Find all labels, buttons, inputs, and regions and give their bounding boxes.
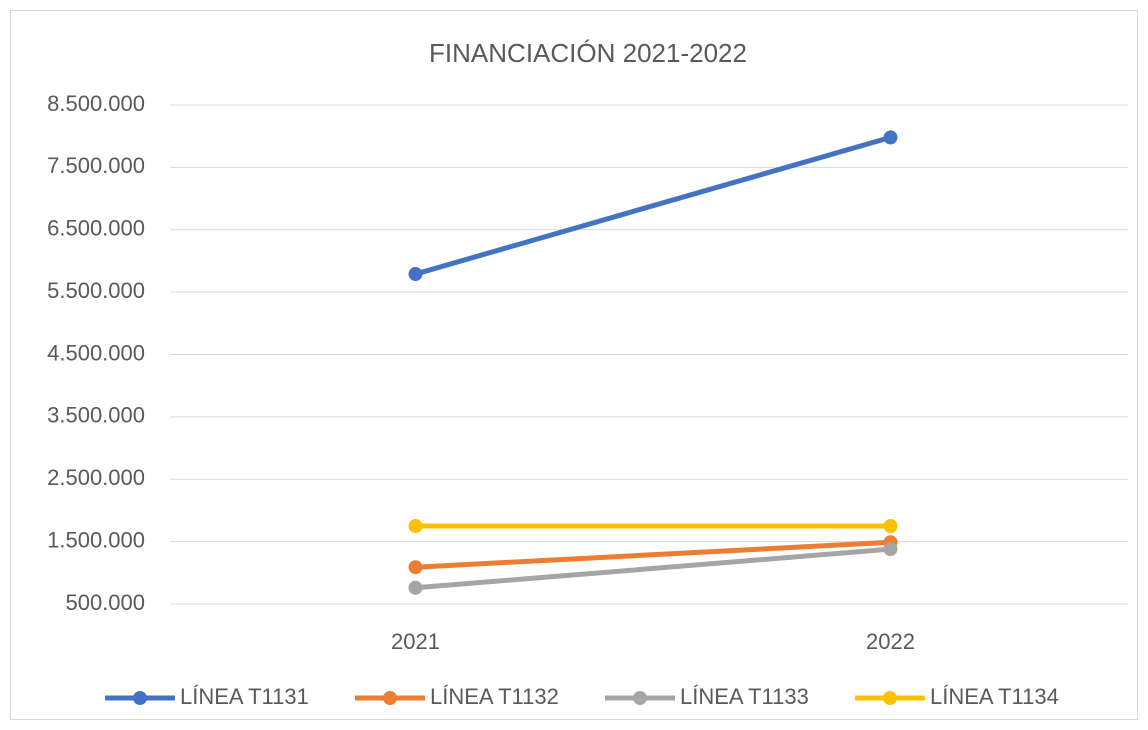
x-tick-label: 2021 bbox=[391, 629, 440, 654]
series-line bbox=[413, 539, 893, 570]
chart-border bbox=[10, 10, 1138, 720]
data-point bbox=[408, 267, 423, 282]
chart-title: FINANCIACIÓN 2021-2022 bbox=[429, 38, 747, 68]
legend-marker bbox=[633, 691, 647, 705]
y-tick-label: 500.000 bbox=[65, 590, 145, 615]
legend-label: LÍNEA T1131 bbox=[180, 684, 309, 709]
y-tick-label: 2.500.000 bbox=[47, 465, 145, 490]
legend-marker bbox=[883, 691, 897, 705]
data-point bbox=[883, 519, 898, 534]
series-line bbox=[413, 134, 893, 277]
data-point bbox=[408, 580, 423, 595]
y-tick-label: 7.500.000 bbox=[47, 153, 145, 178]
legend-marker bbox=[383, 691, 397, 705]
y-tick-label: 3.500.000 bbox=[47, 403, 145, 428]
y-tick-label: 8.500.000 bbox=[47, 91, 145, 116]
y-tick-label: 5.500.000 bbox=[47, 278, 145, 303]
data-point bbox=[883, 130, 898, 145]
legend-label: LÍNEA T1134 bbox=[930, 684, 1059, 709]
legend-label: LÍNEA T1132 bbox=[430, 684, 559, 709]
data-point bbox=[883, 542, 898, 557]
series-line bbox=[413, 546, 893, 591]
data-point bbox=[408, 560, 423, 575]
y-tick-label: 4.500.000 bbox=[47, 340, 145, 365]
y-tick-label: 1.500.000 bbox=[47, 527, 145, 552]
legend-label: LÍNEA T1133 bbox=[680, 684, 809, 709]
data-point bbox=[408, 519, 423, 534]
legend-marker bbox=[133, 691, 147, 705]
y-tick-label: 6.500.000 bbox=[47, 216, 145, 241]
x-tick-label: 2022 bbox=[866, 629, 915, 654]
